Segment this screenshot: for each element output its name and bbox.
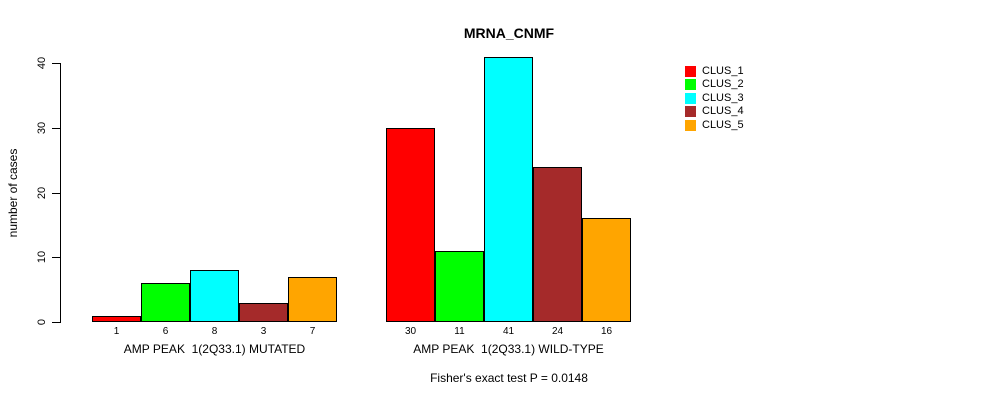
y-axis-tick-label: 30 <box>36 121 48 135</box>
legend-swatch-icon <box>685 79 696 91</box>
legend-label: CLUS_4 <box>702 105 744 118</box>
legend-item-clus_5: CLUS_5 <box>685 118 744 131</box>
bar-clus_4-wild-type <box>533 167 582 322</box>
y-axis-tick-label: 10 <box>36 250 48 264</box>
y-axis-tick-label: 40 <box>36 56 48 70</box>
bar-clus_4-mutated <box>239 303 288 322</box>
bar-value-label: 30 <box>404 326 417 337</box>
bar-clus_3-wild-type <box>484 57 533 322</box>
bar-clus_2-mutated <box>141 283 190 322</box>
legend-label: CLUS_3 <box>702 91 744 104</box>
legend-item-clus_4: CLUS_4 <box>685 105 744 118</box>
bar-value-label: 8 <box>211 326 218 337</box>
y-axis-tick <box>52 128 60 129</box>
y-axis-tick-label: 20 <box>36 186 48 200</box>
legend: CLUS_1 CLUS_2 CLUS_3 CLUS_4 CLUS_5 <box>685 66 744 133</box>
legend-label: CLUS_1 <box>702 65 744 77</box>
legend-label: CLUS_5 <box>702 118 744 131</box>
bar-value-label: 3 <box>260 326 267 337</box>
bar-clus_5-mutated <box>288 277 337 322</box>
y-axis-line <box>60 63 61 323</box>
legend-label: CLUS_2 <box>702 78 744 91</box>
y-axis-tick-label: 0 <box>36 318 48 326</box>
legend-swatch-icon <box>685 106 696 118</box>
bar-value-label: 41 <box>502 326 515 337</box>
y-axis-tick <box>52 63 60 64</box>
bar-clus_5-wild-type <box>582 218 631 322</box>
legend-swatch-icon <box>685 119 696 131</box>
legend-swatch-icon <box>685 92 696 104</box>
legend-swatch-icon <box>685 66 696 77</box>
bar-value-label: 11 <box>454 326 465 337</box>
bar-value-label: 1 <box>113 326 120 337</box>
bar-clus_3-mutated <box>190 270 239 322</box>
bar-value-label: 16 <box>600 326 613 337</box>
bar-clus_1-mutated <box>92 316 141 322</box>
legend-item-clus_1: CLUS_1 <box>685 66 744 77</box>
y-axis-tick <box>52 257 60 258</box>
bar-clus_1-wild-type <box>386 128 435 322</box>
y-axis-tick <box>52 193 60 194</box>
bar-value-label: 24 <box>551 326 564 337</box>
y-axis-tick <box>52 322 60 323</box>
bar-value-label: 7 <box>309 326 316 337</box>
chart-title: MRNA_CNMF <box>463 25 555 41</box>
y-axis-label: number of cases <box>6 148 20 238</box>
bar-value-label: 6 <box>162 326 169 337</box>
legend-item-clus_2: CLUS_2 <box>685 78 744 91</box>
legend-item-clus_3: CLUS_3 <box>685 91 744 104</box>
x-axis-group-label: AMP PEAK 1(2Q33.1) WILD-TYPE <box>413 342 604 356</box>
bar-clus_2-wild-type <box>435 251 484 322</box>
x-axis-group-label: AMP PEAK 1(2Q33.1) MUTATED <box>123 342 306 356</box>
fisher-test-caption: Fisher's exact test P = 0.0148 <box>430 371 588 385</box>
